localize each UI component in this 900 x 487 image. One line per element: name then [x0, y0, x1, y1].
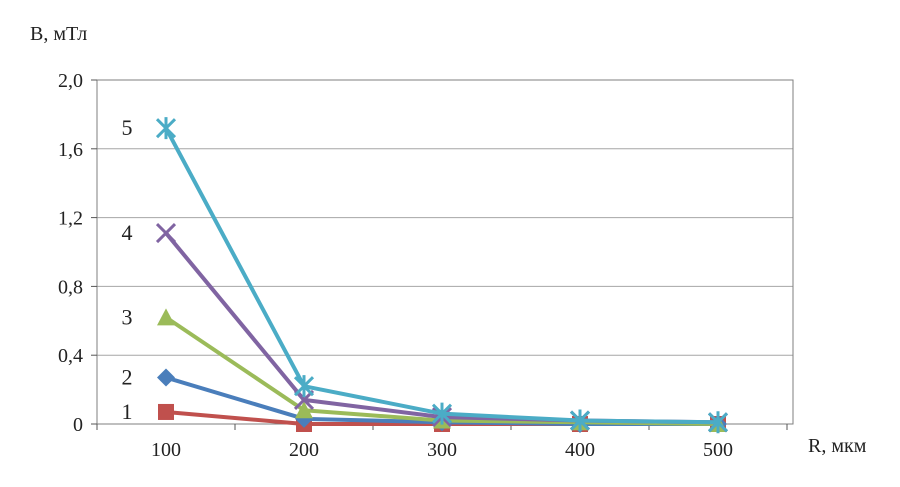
- y-tick-label: 1,6: [58, 139, 83, 161]
- x-tick-label: 500: [703, 439, 733, 461]
- y-tick-label: 0,4: [58, 345, 83, 367]
- data-point: [295, 401, 313, 419]
- y-tick-label: 2,0: [58, 70, 83, 92]
- data-point: [569, 409, 591, 432]
- series-group: [155, 117, 729, 434]
- series-labels: 1 2 3 4 5: [122, 115, 133, 424]
- x-tick-label: 400: [565, 439, 595, 461]
- data-point: [707, 411, 729, 434]
- series-number-label: 1: [122, 399, 133, 424]
- y-tick-label: 1,2: [58, 208, 83, 230]
- x-tick-label: 100: [151, 439, 181, 461]
- x-ticks: 100 200 300 400 500: [96, 424, 788, 461]
- data-point: [431, 402, 453, 425]
- data-point: [155, 223, 177, 244]
- plot-border: [96, 79, 794, 425]
- y-tick-label: 0,8: [58, 276, 83, 298]
- series-number-label: 5: [122, 115, 133, 140]
- x-tick-label: 200: [289, 439, 319, 461]
- series-number-label: 2: [122, 365, 133, 390]
- y-axis-label: B, мТл: [30, 23, 87, 45]
- x-tick-label: 300: [427, 439, 457, 461]
- series-number-label: 3: [122, 304, 133, 329]
- data-point: [158, 403, 174, 420]
- grid: [96, 79, 794, 425]
- x-axis-label: R, мкм: [808, 435, 867, 457]
- series-number-label: 4: [122, 220, 133, 245]
- data-point: [155, 117, 177, 140]
- y-ticks: 0 0,4 0,8 1,2 1,6 2,0: [58, 70, 97, 436]
- y-tick-label: 0: [73, 414, 83, 436]
- series-line: [164, 126, 720, 425]
- data-point: [157, 368, 175, 387]
- data-point: [293, 375, 315, 398]
- data-point: [157, 308, 175, 326]
- series-5: [155, 117, 729, 434]
- series-line: [164, 231, 720, 425]
